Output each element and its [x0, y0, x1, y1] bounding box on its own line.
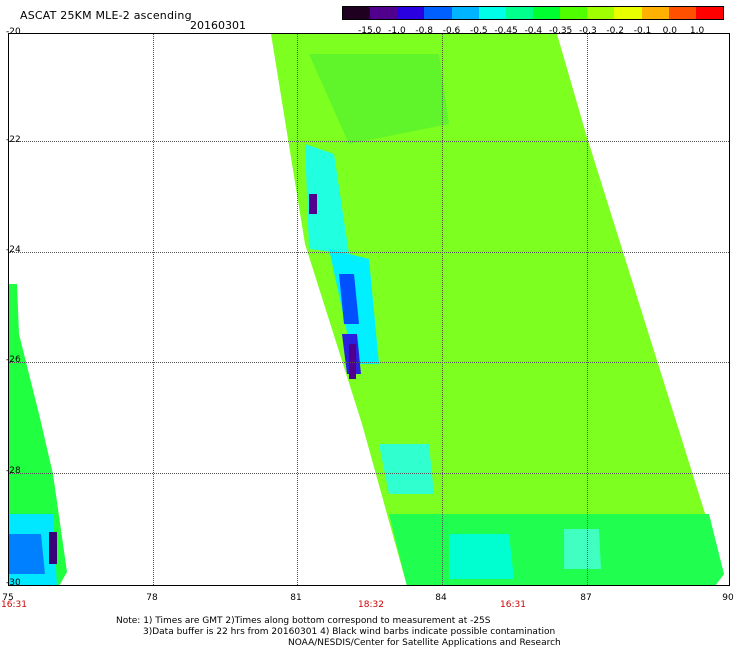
- swath-left-dark: [49, 532, 57, 564]
- x-tick-label: 84: [435, 593, 447, 603]
- x-tick-label: 87: [580, 593, 592, 603]
- mid-cyan: [379, 444, 434, 494]
- time-label: 16:31: [1, 600, 27, 610]
- color-swatch: [587, 7, 615, 19]
- grid-line-84: [442, 34, 443, 585]
- color-swatch: [532, 7, 561, 19]
- swath-left-blue: [9, 534, 45, 574]
- color-scale-label: -0.4: [524, 26, 543, 36]
- color-swatch: [560, 7, 588, 19]
- color-scale-label: -0.1: [633, 26, 652, 36]
- color-scale-label: -0.8: [415, 26, 433, 36]
- y-tick-label: -30: [6, 578, 21, 588]
- color-scale-label: -0.2: [606, 26, 624, 36]
- color-swatch: [451, 7, 479, 19]
- x-tick-label: 75: [2, 593, 14, 603]
- y-tick-label: -20: [6, 27, 21, 37]
- grid-line-24: [9, 252, 729, 253]
- grid-line-78: [153, 34, 154, 585]
- color-scale-label: -0.5: [470, 26, 488, 36]
- grid-line-22: [9, 141, 729, 142]
- edge-dark-2: [349, 344, 356, 379]
- color-scale-label: -0.35: [548, 26, 573, 36]
- edge-blue-1: [339, 274, 359, 324]
- note-line-2: 3)Data buffer is 22 hrs from 20160301 4)…: [143, 627, 556, 637]
- color-scale-bar: [342, 6, 724, 20]
- edge-dark-1: [309, 194, 317, 214]
- y-tick-label: -28: [6, 466, 21, 476]
- mle-swath-data: [9, 34, 724, 585]
- grid-line-26: [9, 362, 729, 363]
- color-swatch: [505, 7, 533, 19]
- map-title: ASCAT 25KM MLE-2 ascending: [20, 9, 192, 22]
- grid-line-81: [297, 34, 298, 585]
- color-scale-label: 1.0: [689, 26, 705, 36]
- color-swatch: [695, 7, 723, 19]
- x-tick-label: 81: [290, 593, 302, 603]
- color-swatch: [668, 7, 696, 19]
- time-label: 16:31: [500, 600, 526, 610]
- color-swatch: [641, 7, 669, 19]
- swath-main-upper-shade: [309, 54, 449, 144]
- swath-left: [9, 284, 67, 585]
- color-scale-label: -0.45: [494, 26, 518, 36]
- map-date: 20160301: [190, 19, 246, 32]
- color-swatch: [343, 7, 371, 19]
- time-label: 18:32: [358, 600, 384, 610]
- note-line-3: NOAA/NESDIS/Center for Satellite Applica…: [288, 638, 561, 648]
- y-tick-label: -22: [6, 135, 21, 145]
- bottom-green: [389, 514, 724, 585]
- color-swatch: [478, 7, 506, 19]
- bottom-cyan-2: [564, 529, 601, 569]
- color-swatch: [424, 7, 452, 19]
- note-line-1: Note: 1) Times are GMT 2)Times along bot…: [116, 616, 491, 626]
- color-scale-label: -1.0: [388, 26, 406, 36]
- color-scale-label: 0.0: [662, 26, 677, 36]
- x-tick-label: 78: [146, 593, 158, 603]
- y-tick-label: -24: [6, 245, 21, 255]
- color-swatch: [370, 7, 398, 19]
- grid-line-87: [587, 34, 588, 585]
- y-tick-label: -26: [6, 355, 21, 365]
- color-swatch: [397, 7, 425, 19]
- color-scale-label: -0.6: [442, 26, 461, 36]
- bottom-cyan-1: [449, 534, 514, 579]
- grid-line-28: [9, 473, 729, 474]
- map-plot-area: [8, 33, 730, 586]
- color-scale-label: -0.3: [579, 26, 597, 36]
- edge-cyan-1: [305, 144, 349, 254]
- color-swatch: [614, 7, 642, 19]
- x-tick-label: 90: [722, 593, 734, 603]
- color-scale-label: -15.0: [357, 26, 382, 36]
